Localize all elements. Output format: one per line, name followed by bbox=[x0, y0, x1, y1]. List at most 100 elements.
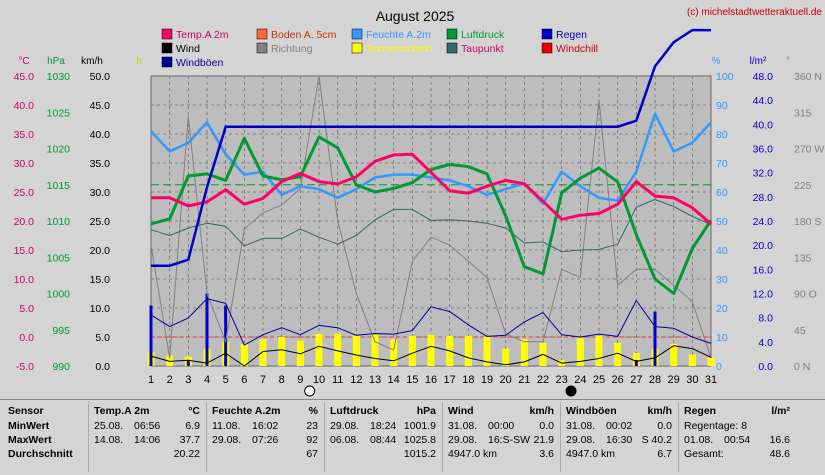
sunshine-bar bbox=[408, 335, 416, 366]
wind-tick-label: 45.0 bbox=[90, 100, 111, 112]
temp-tick-label: 0.0 bbox=[19, 332, 34, 344]
stats-rain-total-label: Gesamt: bbox=[684, 448, 724, 461]
sunshine-bar bbox=[520, 339, 528, 366]
pressure-tick-label: 1030 bbox=[47, 71, 71, 83]
x-tick-label: 15 bbox=[406, 374, 418, 386]
rain-bar bbox=[653, 311, 657, 366]
temperature-line bbox=[151, 152, 712, 226]
stats-row: Feuchte A.2m% bbox=[212, 404, 318, 419]
humidity-tick-label: 0 bbox=[716, 361, 722, 373]
wind-tick-label: 15.0 bbox=[90, 274, 111, 286]
sunshine-bar bbox=[595, 335, 603, 366]
legend-label: Temp.A 2m bbox=[176, 29, 229, 41]
x-tick-label: 7 bbox=[260, 374, 266, 386]
legend-label: Taupunkt bbox=[461, 43, 504, 55]
stats-row: 67 bbox=[212, 447, 318, 461]
wind-tick-label: 20.0 bbox=[90, 245, 111, 257]
stats-min-value: 1001.9 bbox=[403, 420, 436, 432]
stats-row: 14.08. 14:06 37.7 bbox=[94, 433, 200, 447]
stats-row: Gesamt: 48.6 bbox=[684, 447, 790, 461]
pressure-tick-label: 990 bbox=[52, 361, 70, 373]
legend-label: Windchill bbox=[556, 43, 598, 55]
sunshine-bar bbox=[502, 348, 510, 366]
x-tick-label: 12 bbox=[350, 374, 362, 386]
x-tick-label: 6 bbox=[241, 374, 247, 386]
stats-max-time: 08:44 bbox=[370, 434, 397, 447]
chart-axes: °C hPa km/h h% l/m² °-5.00.05.010.015.020.025… bbox=[14, 56, 824, 397]
sunshine-bar bbox=[427, 334, 435, 366]
humidity-tick-label: 40 bbox=[716, 245, 728, 257]
x-tick-label: 20 bbox=[500, 374, 512, 386]
chart-credit: (c) michelstadtwetteraktuell.de bbox=[687, 7, 822, 18]
rain-sum-line bbox=[151, 28, 711, 267]
temp-tick-label: 5.0 bbox=[19, 303, 34, 315]
rain-tick-label: 12.0 bbox=[753, 289, 774, 301]
rain-tick-label: 20.0 bbox=[753, 240, 774, 252]
stats-row: 11.08. 16:02 23 bbox=[212, 419, 318, 433]
rain-tick-label: 28.0 bbox=[753, 192, 774, 204]
wind-tick-label: 10.0 bbox=[90, 303, 111, 315]
sunshine-bar bbox=[707, 357, 715, 366]
stats-max-value: S 40.2 bbox=[641, 434, 672, 447]
sunshine-bar bbox=[371, 334, 379, 366]
stats-row: 29.08. 16:S-SW 21.9 bbox=[448, 433, 554, 447]
x-tick-label: 27 bbox=[630, 374, 642, 386]
stats-column-title: Wind bbox=[448, 405, 474, 417]
sunshine-bar bbox=[296, 340, 304, 366]
wind-tick-label: 0.0 bbox=[95, 361, 110, 373]
humidity-tick-label: 90 bbox=[716, 100, 728, 112]
rain-tick-label: 44.0 bbox=[753, 95, 774, 107]
pressure-tick-label: 1015 bbox=[47, 180, 71, 192]
x-tick-label: 10 bbox=[313, 374, 325, 386]
x-tick-label: 3 bbox=[185, 374, 191, 386]
stats-max-value: 92 bbox=[306, 434, 318, 447]
legend-label: Regen bbox=[556, 29, 587, 41]
sunshine-bar bbox=[464, 335, 472, 366]
stats-max-date: 06.08. bbox=[330, 434, 360, 447]
stats-row: 4947.0 km 3.6 bbox=[448, 447, 554, 461]
x-tick-label: 16 bbox=[425, 374, 437, 386]
axis-unit-rain: l/m² bbox=[750, 56, 767, 67]
axis-unit-wind: km/h bbox=[81, 56, 103, 67]
label-avg: Durchschnitt bbox=[8, 448, 73, 461]
pressure-tick-label: 1000 bbox=[47, 289, 71, 301]
stats-max-date: 29.08. bbox=[566, 434, 596, 447]
stats-row: 31.08. 00:02 0.0 bbox=[566, 419, 672, 433]
direction-tick-label: 45 bbox=[794, 325, 806, 337]
stats-max-value: 21.9 bbox=[533, 434, 554, 447]
stats-min-date: 25.08. bbox=[94, 420, 124, 432]
legend-swatch bbox=[351, 42, 363, 54]
pressure-tick-label: 1010 bbox=[47, 216, 71, 228]
stats-distance: 4947.0 km bbox=[448, 448, 498, 461]
sunshine-bar bbox=[315, 333, 323, 366]
stats-column-title: Windböen bbox=[566, 405, 617, 417]
sunshine-bar bbox=[576, 338, 584, 366]
stats-max-date: 14.08. bbox=[94, 434, 124, 447]
legend-label: Windböen bbox=[176, 57, 223, 69]
stats-column: Windböen km/h 31.08. 00:02 0.0 29.08. 16:30 S 4… bbox=[566, 404, 672, 462]
stats-column-unit: % bbox=[308, 405, 318, 417]
stats-min-time: 16:02 bbox=[252, 420, 279, 432]
legend-label: Wind bbox=[176, 43, 200, 55]
stats-column-unit: km/h bbox=[529, 405, 554, 417]
column-separator bbox=[678, 402, 679, 472]
stats-max-time: 16:S-SW bbox=[488, 434, 531, 447]
sunshine-bar bbox=[688, 354, 696, 366]
table-row-labels: Sensor MinWert MaxWert Durchschnitt bbox=[8, 404, 88, 462]
stats-min-date: 31.08. bbox=[566, 420, 596, 432]
rain-tick-label: 16.0 bbox=[753, 264, 774, 276]
x-tick-label: 17 bbox=[444, 374, 456, 386]
temp-tick-label: 45.0 bbox=[14, 71, 35, 83]
pressure-tick-label: 1020 bbox=[47, 144, 71, 156]
humidity-tick-label: 50 bbox=[716, 216, 728, 228]
stats-column: Luftdruck hPa 29.08. 18:24 1001.9 06.08. 08:44… bbox=[330, 404, 436, 462]
legend-swatch bbox=[256, 42, 268, 54]
stats-rain-total-value: 48.6 bbox=[769, 448, 790, 461]
x-tick-label: 19 bbox=[481, 374, 493, 386]
stats-min-date: 11.08. bbox=[212, 420, 241, 432]
weather-chart: August 2025 (c) michelstadtwetteraktuell… bbox=[13, 7, 825, 397]
x-tick-label: 26 bbox=[612, 374, 624, 386]
column-separator bbox=[88, 402, 89, 472]
stats-row: Regen l/m² bbox=[684, 404, 790, 419]
